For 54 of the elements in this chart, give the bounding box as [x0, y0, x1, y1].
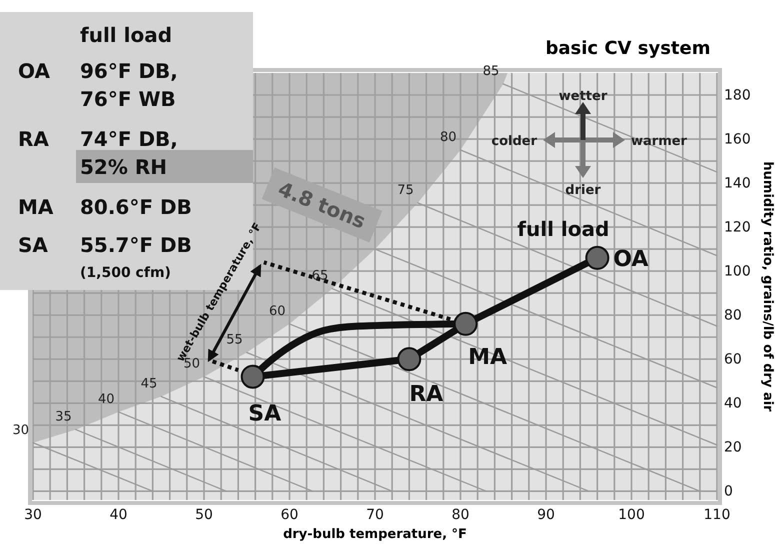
annotation: 85	[482, 64, 500, 80]
annotation: 96°F DB,	[80, 59, 178, 83]
x-tick-label: 90	[537, 506, 555, 523]
annotation: 55	[226, 332, 243, 348]
x-tick-label: 60	[280, 506, 298, 523]
x-tick-label: 110	[704, 506, 730, 523]
annotation: drier	[565, 183, 602, 198]
x-tick-label: 50	[195, 506, 213, 523]
y-tick-label: 40	[724, 396, 742, 412]
annotation: 52% RH	[80, 155, 167, 179]
chart-title: basic CV system	[546, 38, 710, 59]
annotation: 80.6°F DB	[80, 195, 192, 219]
y-tick-label: 60	[724, 352, 742, 368]
annotation: (1,500 cfm)	[80, 265, 171, 281]
annotation: SA	[18, 233, 48, 257]
annotation: full load	[517, 216, 610, 241]
annotation: 75	[397, 182, 414, 198]
y-tick-label: 0	[724, 484, 733, 500]
annotation: RA	[409, 382, 444, 408]
annotation: 40	[98, 392, 114, 407]
annotation: OA	[613, 246, 648, 272]
y-tick-label: 80	[724, 308, 742, 324]
annotation: 35	[55, 410, 72, 425]
y-tick-label: 20	[724, 440, 742, 456]
text: full load	[80, 23, 172, 47]
x-tick-label: 70	[366, 506, 384, 523]
annotation: 76°F WB	[80, 87, 176, 111]
y-tick-label: 180	[724, 87, 751, 104]
annotation: 30	[12, 422, 29, 438]
annotation: 60	[268, 304, 286, 319]
x-tick-label: 100	[618, 506, 645, 523]
y-tick-label: 120	[724, 220, 751, 236]
annotation: OA	[18, 59, 50, 83]
annotation: 80	[440, 130, 456, 146]
annotation: MA	[18, 195, 54, 219]
y-axis-title: humidity ratio, grains/lb of dry air	[760, 161, 775, 412]
annotation: 55.7°F DB	[80, 233, 192, 257]
x-axis-title: dry-bulb temperature, °F	[283, 527, 467, 542]
x-tick-label: 80	[452, 506, 470, 523]
annotation: MA	[468, 344, 508, 370]
annotation: 4.8 tons	[274, 176, 370, 234]
annotation: warmer	[631, 134, 688, 149]
annotation: wetter	[558, 89, 608, 104]
y-tick-label: 100	[724, 264, 751, 280]
annotation: 45	[140, 376, 158, 392]
annotation: 65	[312, 268, 328, 284]
annotation: RA	[18, 127, 50, 151]
x-tick-label: 30	[24, 506, 42, 523]
x-tick-label: 40	[110, 506, 128, 523]
y-tick-label: 160	[724, 132, 751, 148]
annotation: colder	[491, 134, 538, 149]
y-tick-label: 140	[724, 176, 751, 192]
annotation: 74°F DB,	[80, 127, 178, 151]
annotation: SA	[248, 402, 282, 427]
